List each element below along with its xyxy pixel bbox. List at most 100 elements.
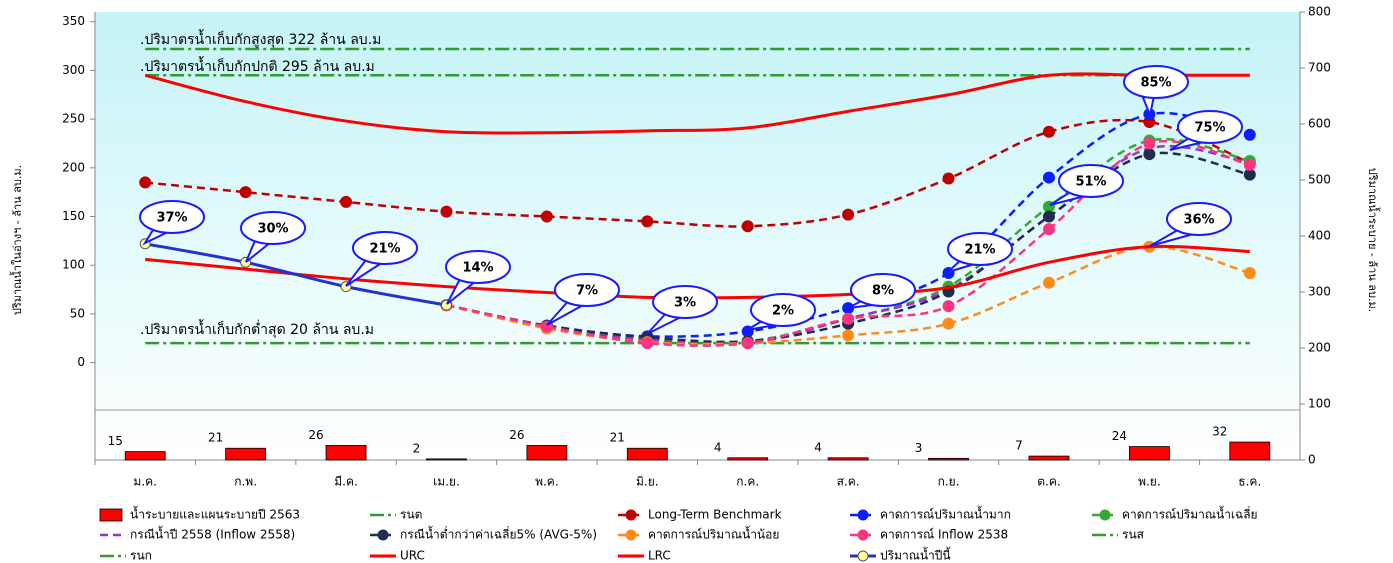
marker: [440, 205, 453, 218]
marker: [741, 337, 754, 350]
callout-label: 8%: [872, 284, 894, 299]
y-tick-label: 50: [70, 306, 85, 320]
callout-label: 14%: [462, 261, 493, 276]
y2-tick-label: 500: [1308, 173, 1331, 187]
legend-marker: [857, 509, 869, 521]
marker: [1243, 128, 1256, 141]
callout-label: 51%: [1075, 175, 1106, 190]
callout-bubble: [1177, 110, 1243, 144]
x-tick-label: มิ.ย.: [636, 475, 659, 489]
y2-tick-label: 400: [1308, 229, 1331, 243]
callout-bubble: [1123, 65, 1189, 99]
y2-tick-label: 0: [1308, 453, 1316, 467]
bar: [225, 447, 267, 461]
y-tick-label: 150: [62, 209, 85, 223]
legend-marker: [625, 509, 637, 521]
bar-value-label: 32: [1212, 425, 1227, 439]
bar: [1229, 441, 1271, 461]
callout-bubble: [850, 273, 916, 307]
y-tick-label: 250: [62, 112, 85, 126]
callout-bubble: [947, 232, 1013, 266]
x-tick-label: พ.ค.: [535, 475, 559, 489]
x-tick-label: เม.ย.: [433, 475, 460, 489]
legend-marker: [377, 529, 389, 541]
bar: [1028, 455, 1070, 461]
x-tick-label: พ.ย.: [1138, 475, 1161, 489]
marker: [1042, 210, 1055, 223]
x-tick-label: ต.ค.: [1037, 475, 1060, 489]
y2-tick-label: 200: [1308, 341, 1331, 355]
marker: [1042, 125, 1055, 138]
legend-marker: [625, 529, 637, 541]
bar-value-label: 3: [915, 441, 923, 455]
marker: [1243, 267, 1256, 280]
y-tick-label: 350: [62, 14, 85, 28]
bar: [727, 457, 769, 461]
bar-value-label: 21: [208, 431, 223, 445]
callout-bubble: [554, 273, 620, 307]
callout-label: 85%: [1140, 76, 1171, 91]
marker: [1042, 276, 1055, 289]
legend-label: กรณีน้ำต่ำกว่าค่าเฉลี่ย5% (AVG-5%): [400, 526, 597, 542]
callout-bubble: [445, 250, 511, 284]
y-tick-label: 200: [62, 160, 85, 174]
callout-bubble: [1166, 202, 1232, 236]
callout-label: 7%: [576, 284, 598, 299]
bar: [928, 457, 969, 461]
bar: [1128, 446, 1170, 461]
marker: [1143, 137, 1156, 150]
x-tick-label: มี.ค.: [334, 475, 358, 489]
x-tick-label: ก.ย.: [938, 475, 960, 489]
callout-label: 36%: [1183, 213, 1214, 228]
marker: [641, 337, 654, 350]
marker: [842, 312, 855, 325]
line: [144, 72, 1250, 135]
legend-label: น้ำระบายและแผนระบายปี 2563: [130, 506, 300, 522]
y2-tick-label: 600: [1308, 117, 1331, 131]
legend-label: รนก: [130, 549, 152, 563]
bar: [426, 458, 467, 461]
reference-note: .ปริมาตรน้ำเก็บกักสูงสุด 322 ล้าน ลบ.ม: [140, 29, 381, 48]
bar: [526, 445, 568, 461]
callout-bubble: [352, 231, 418, 265]
y2-tick-label: 300: [1308, 285, 1331, 299]
y2-axis-title: ปริมาณน้ำระบาย - ล้าน ลบ.ม.: [1366, 168, 1381, 313]
bar-value-label: 4: [814, 440, 822, 454]
bar-value-label: 21: [610, 431, 625, 445]
legend-marker: [1099, 509, 1111, 521]
legend-label: คาดการณ์ปริมาณน้ำเฉลี่ย: [1122, 506, 1258, 522]
marker: [340, 195, 353, 208]
legend-label: คาดการณ์ปริมาณน้ำน้อย: [648, 526, 779, 542]
legend-label: LRC: [648, 549, 671, 563]
x-tick-label: ก.ค.: [736, 475, 759, 489]
y-tick-label: 0: [77, 355, 85, 369]
y-tick-label: 300: [62, 63, 85, 77]
marker: [842, 208, 855, 221]
callout-label: 2%: [772, 304, 794, 319]
marker: [239, 186, 252, 199]
x-tick-label: ม.ค.: [133, 475, 157, 489]
bar: [626, 447, 668, 461]
legend-label: ปริมาณน้ำปีนี้: [880, 547, 951, 563]
x-tick-label: ก.พ.: [234, 475, 257, 489]
bar-value-label: 4: [714, 440, 722, 454]
y2-tick-label: 800: [1308, 5, 1331, 19]
marker: [942, 300, 955, 313]
marker: [1143, 148, 1156, 161]
legend-swatch: [99, 508, 123, 522]
bar-value-label: 2: [413, 441, 421, 455]
y2-tick-label: 100: [1308, 397, 1331, 411]
legend-label: Long-Term Benchmark: [648, 508, 782, 522]
callout-bubble: [750, 293, 816, 327]
callout-bubble: [240, 211, 306, 245]
legend-label: รนส: [1122, 528, 1145, 542]
callout-bubble: [1058, 164, 1124, 198]
callout-bubble: [139, 200, 205, 234]
bar-value-label: 24: [1112, 429, 1127, 443]
callout-bubble: [652, 285, 718, 319]
bar-value-label: 26: [509, 428, 524, 442]
y-axis-title: ปริมาณน้ำในอ่างฯ - ล้าน ลบ.ม.: [9, 165, 24, 315]
legend-label: URC: [400, 549, 425, 563]
legend-label: คาดการณ์ Inflow 2538: [880, 528, 1008, 542]
